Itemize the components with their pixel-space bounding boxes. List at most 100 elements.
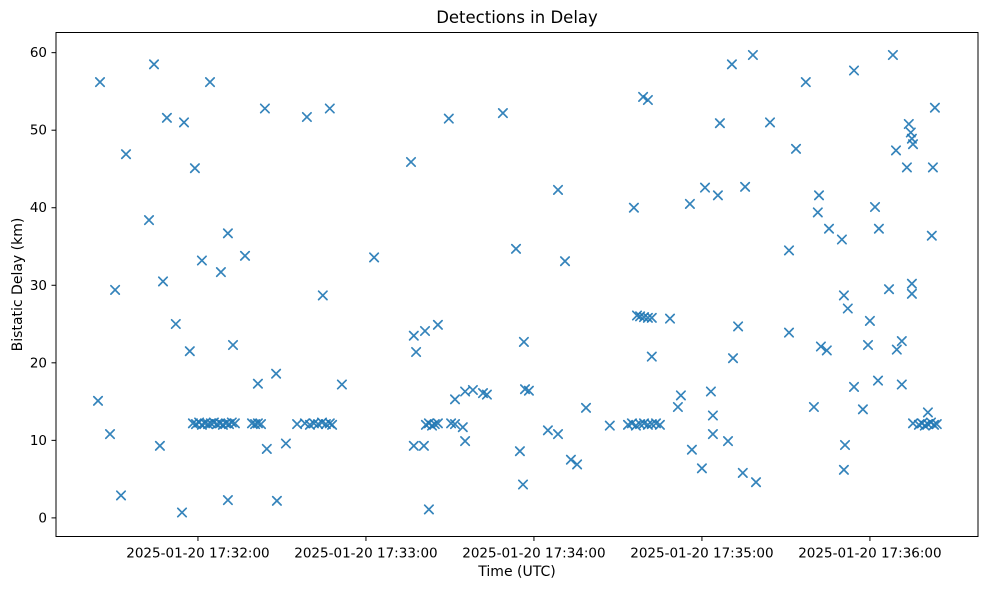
- data-point-marker: [707, 410, 718, 421]
- data-point-marker: [821, 345, 832, 356]
- data-point-marker: [227, 339, 239, 351]
- data-point-marker: [887, 49, 898, 61]
- data-point-marker: [432, 418, 443, 429]
- data-point-marker: [638, 91, 649, 102]
- data-point-marker: [907, 139, 919, 150]
- data-point-marker: [497, 108, 508, 119]
- data-point-marker: [931, 419, 942, 430]
- data-point-marker: [783, 327, 795, 338]
- data-point-marker: [696, 463, 707, 474]
- data-point-marker: [552, 429, 564, 440]
- data-point-marker: [104, 429, 116, 440]
- data-point-marker: [280, 438, 291, 449]
- data-point-marker: [896, 336, 907, 347]
- data-point-marker: [926, 230, 937, 241]
- data-point-marker: [423, 504, 434, 515]
- data-point-marker: [869, 201, 881, 213]
- data-point-marker: [726, 59, 737, 70]
- data-point-marker: [261, 443, 272, 454]
- data-point-marker: [523, 385, 534, 396]
- data-point-marker: [92, 395, 104, 406]
- data-point-marker: [143, 215, 155, 226]
- data-point-marker: [684, 198, 695, 209]
- data-point-marker: [580, 402, 592, 413]
- data-point-marker: [94, 77, 106, 88]
- y-axis-label: Bistatic Delay (km): [10, 218, 26, 352]
- data-point-marker: [467, 384, 478, 396]
- data-point-marker: [862, 339, 874, 351]
- data-point-marker: [405, 156, 417, 168]
- data-point-marker: [928, 419, 940, 430]
- data-point-marker: [215, 267, 226, 278]
- data-point-marker: [864, 315, 875, 326]
- data-point-marker: [705, 386, 716, 397]
- data-point-marker: [672, 401, 683, 413]
- data-point-marker: [714, 118, 725, 129]
- data-point-marker: [157, 276, 169, 287]
- data-point-marker: [317, 290, 328, 301]
- data-point-marker: [327, 419, 338, 430]
- data-point-marker: [903, 118, 914, 130]
- x-tick-label: 2025-01-20 17:34:00: [462, 546, 605, 562]
- data-point-marker: [178, 117, 190, 128]
- data-point-marker: [815, 341, 826, 352]
- data-point-marker: [848, 65, 860, 76]
- x-axis-label: Time (UTC): [477, 564, 555, 580]
- data-point-marker: [301, 111, 312, 123]
- data-point-marker: [675, 390, 686, 401]
- data-point-marker: [559, 256, 571, 267]
- data-point-marker: [646, 312, 657, 323]
- plot-contents: 2025-01-20 17:32:00 2025-01-20 17:33:00 20…: [30, 45, 942, 562]
- data-point-marker: [812, 207, 823, 218]
- data-point-marker: [604, 420, 615, 431]
- data-point-marker: [204, 77, 216, 88]
- data-point-marker: [510, 243, 522, 254]
- data-point-marker: [457, 422, 468, 433]
- data-point-marker: [429, 419, 440, 430]
- data-point-marker: [432, 319, 443, 330]
- data-point-marker: [927, 162, 938, 173]
- data-point-marker: [907, 418, 919, 429]
- data-point-marker: [838, 464, 849, 475]
- data-point-marker: [922, 407, 933, 418]
- y-tick-label: 20: [30, 355, 47, 371]
- data-point-marker: [542, 425, 553, 436]
- data-point-marker: [737, 467, 748, 478]
- data-point-marker: [699, 182, 711, 193]
- data-point-marker: [161, 112, 172, 123]
- data-point-marker: [896, 379, 907, 390]
- data-point-marker: [764, 117, 776, 128]
- data-point-marker: [196, 255, 207, 266]
- data-point-marker: [518, 336, 529, 347]
- data-point-marker: [419, 325, 431, 337]
- data-point-marker: [839, 439, 851, 451]
- data-point-marker: [733, 321, 744, 332]
- data-point-marker: [628, 202, 639, 213]
- data-point-marker: [572, 459, 583, 470]
- y-tick-label: 0: [38, 510, 47, 526]
- data-point-marker: [838, 290, 849, 301]
- chart-title: Detections in Delay: [436, 8, 598, 27]
- data-point-marker: [823, 223, 835, 234]
- data-point-marker: [565, 454, 576, 465]
- data-point-marker: [222, 495, 233, 506]
- x-tick-label: 2025-01-20 17:35:00: [630, 546, 773, 562]
- data-point-marker: [202, 419, 214, 430]
- data-point-marker: [727, 353, 739, 364]
- data-point-marker: [857, 404, 868, 415]
- data-point-marker: [750, 477, 762, 488]
- data-point-marker: [222, 228, 233, 239]
- data-point-marker: [148, 59, 160, 70]
- y-tick-label: 60: [30, 45, 47, 61]
- data-point-marker: [252, 378, 263, 389]
- data-point-marker: [271, 495, 282, 506]
- data-point-marker: [808, 401, 819, 413]
- data-point-marker: [170, 318, 181, 330]
- data-point-marker: [890, 145, 902, 156]
- data-point-marker: [252, 418, 263, 429]
- data-point-marker: [411, 346, 422, 358]
- data-point-marker: [790, 143, 802, 154]
- data-point-marker: [449, 394, 461, 405]
- data-point-marker: [176, 507, 188, 518]
- data-point-marker: [872, 375, 884, 386]
